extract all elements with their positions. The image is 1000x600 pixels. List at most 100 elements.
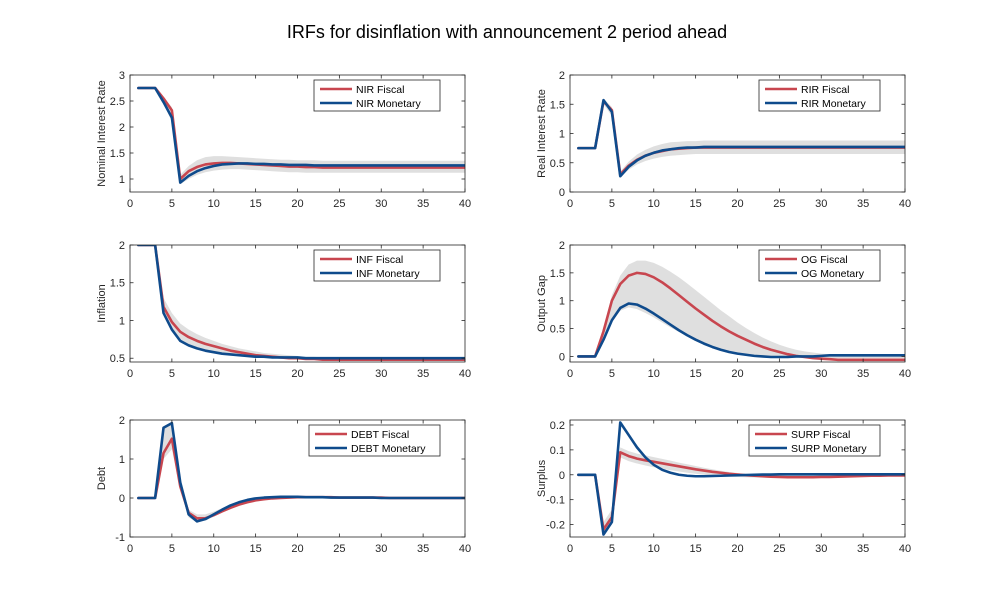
x-tick-label: 15 [250,368,262,380]
legend-entry: OG Fiscal [801,254,848,266]
y-tick-label: 0.5 [110,353,125,365]
panel-6: 0 5 10 15 20 25 30 35 40 -0.2 -0.1 0 0.1 0.2 Surplus SU… [536,419,911,555]
panel-4: 0 5 10 15 20 25 30 35 40 0 0.5 1 1.5 2 Output Gap OG Fi… [536,240,911,380]
legend-entry: NIR Fiscal [356,84,404,96]
x-tick-label: 35 [417,198,429,210]
y-tick-label: 2.5 [110,96,125,108]
x-tick-label: 35 [857,368,869,380]
y-tick-label: 1.5 [110,278,125,290]
series-line-fiscal [137,86,465,181]
x-tick-label: 10 [208,368,220,380]
figure-title: IRFs for disinflation with announcement … [287,22,727,42]
y-tick-label: 0.5 [550,158,565,170]
x-tick-label: 25 [773,368,785,380]
legend-box [748,424,881,457]
y-tick-label: -0.2 [546,520,565,532]
legend: SURP Fiscal SURP Monetary [748,424,881,457]
legend-entry: RIR Monetary [801,98,867,110]
series-line-monetary [137,421,465,523]
legend: RIR Fiscal RIR Monetary [758,79,881,112]
y-tick-label: -1 [115,532,125,544]
legend-entry: DEBT Fiscal [351,429,409,441]
x-tick-label: 25 [333,198,345,210]
x-tick-label: 35 [857,198,869,210]
panel-3: 0 5 10 15 20 25 30 35 40 0.5 1 1.5 2 Inflation INF Fis… [96,240,471,380]
x-tick-label: 5 [609,543,615,555]
x-tick-label: 0 [567,198,573,210]
x-tick-label: 30 [815,543,827,555]
x-tick-label: 15 [690,368,702,380]
y-tick-label: 0.5 [550,324,565,336]
legend-box [313,79,441,112]
x-tick-label: 10 [648,368,660,380]
y-tick-label: 1 [119,174,125,186]
legend-box [758,249,881,282]
y-tick-label: 0.1 [550,445,565,457]
y-tick-label: 2 [119,122,125,134]
plot-area [577,98,905,178]
legend-entry: INF Fiscal [356,254,403,266]
legend-entry: SURP Monetary [791,443,867,455]
x-tick-label: 20 [731,198,743,210]
x-tick-label: 0 [567,368,573,380]
legend-entry: OG Monetary [801,268,865,280]
x-tick-label: 20 [291,368,303,380]
x-tick-label: 10 [208,198,220,210]
x-tick-label: 25 [773,543,785,555]
x-tick-label: 30 [815,198,827,210]
x-tick-label: 30 [375,198,387,210]
y-tick-label: 2 [119,415,125,427]
confidence-band [138,423,465,523]
x-tick-label: 40 [899,198,911,210]
legend: NIR Fiscal NIR Monetary [313,79,441,112]
panel-2: 0 5 10 15 20 25 30 35 40 0 0.5 1 1.5 2 Real Interest R… [536,70,911,210]
x-tick-label: 20 [291,543,303,555]
legend-entry: RIR Fiscal [801,84,849,96]
plot-area [137,86,465,185]
x-tick-label: 20 [731,543,743,555]
x-tick-label: 10 [648,543,660,555]
legend: OG Fiscal OG Monetary [758,249,881,282]
x-tick-label: 10 [648,198,660,210]
x-tick-label: 15 [690,543,702,555]
legend: DEBT Fiscal DEBT Monetary [308,424,441,457]
plot-area [137,245,465,362]
x-tick-label: 5 [609,198,615,210]
y-tick-label: 2 [559,70,565,82]
x-tick-label: 5 [169,198,175,210]
x-tick-label: 30 [815,368,827,380]
y-tick-label: 0 [559,351,565,363]
x-tick-label: 5 [609,368,615,380]
x-tick-label: 5 [169,543,175,555]
x-tick-label: 15 [250,543,262,555]
y-tick-label: -0.1 [546,495,565,507]
confidence-band [138,88,465,185]
x-tick-label: 40 [459,368,471,380]
y-tick-label: 0 [559,187,565,199]
legend-entry: SURP Fiscal [791,429,850,441]
x-tick-label: 15 [250,198,262,210]
plot-area [577,421,905,536]
y-axis-label: Nominal Interest Rate [96,80,108,186]
legend-entry: NIR Monetary [356,98,422,110]
x-tick-label: 5 [169,368,175,380]
x-tick-label: 35 [417,368,429,380]
y-tick-label: 1 [119,315,125,327]
x-tick-label: 20 [731,368,743,380]
y-tick-label: 1.5 [550,268,565,280]
legend-entry: INF Monetary [356,268,420,280]
y-axis-label: Inflation [96,284,108,323]
x-tick-label: 20 [291,198,303,210]
confidence-band [578,260,905,359]
plot-area [577,260,905,362]
series-line-monetary [577,98,905,178]
x-tick-label: 15 [690,198,702,210]
confidence-band [578,98,905,178]
series-line-monetary [137,245,465,360]
y-axis-label: Debt [96,467,108,490]
x-tick-label: 10 [208,543,220,555]
y-tick-label: 1 [119,454,125,466]
